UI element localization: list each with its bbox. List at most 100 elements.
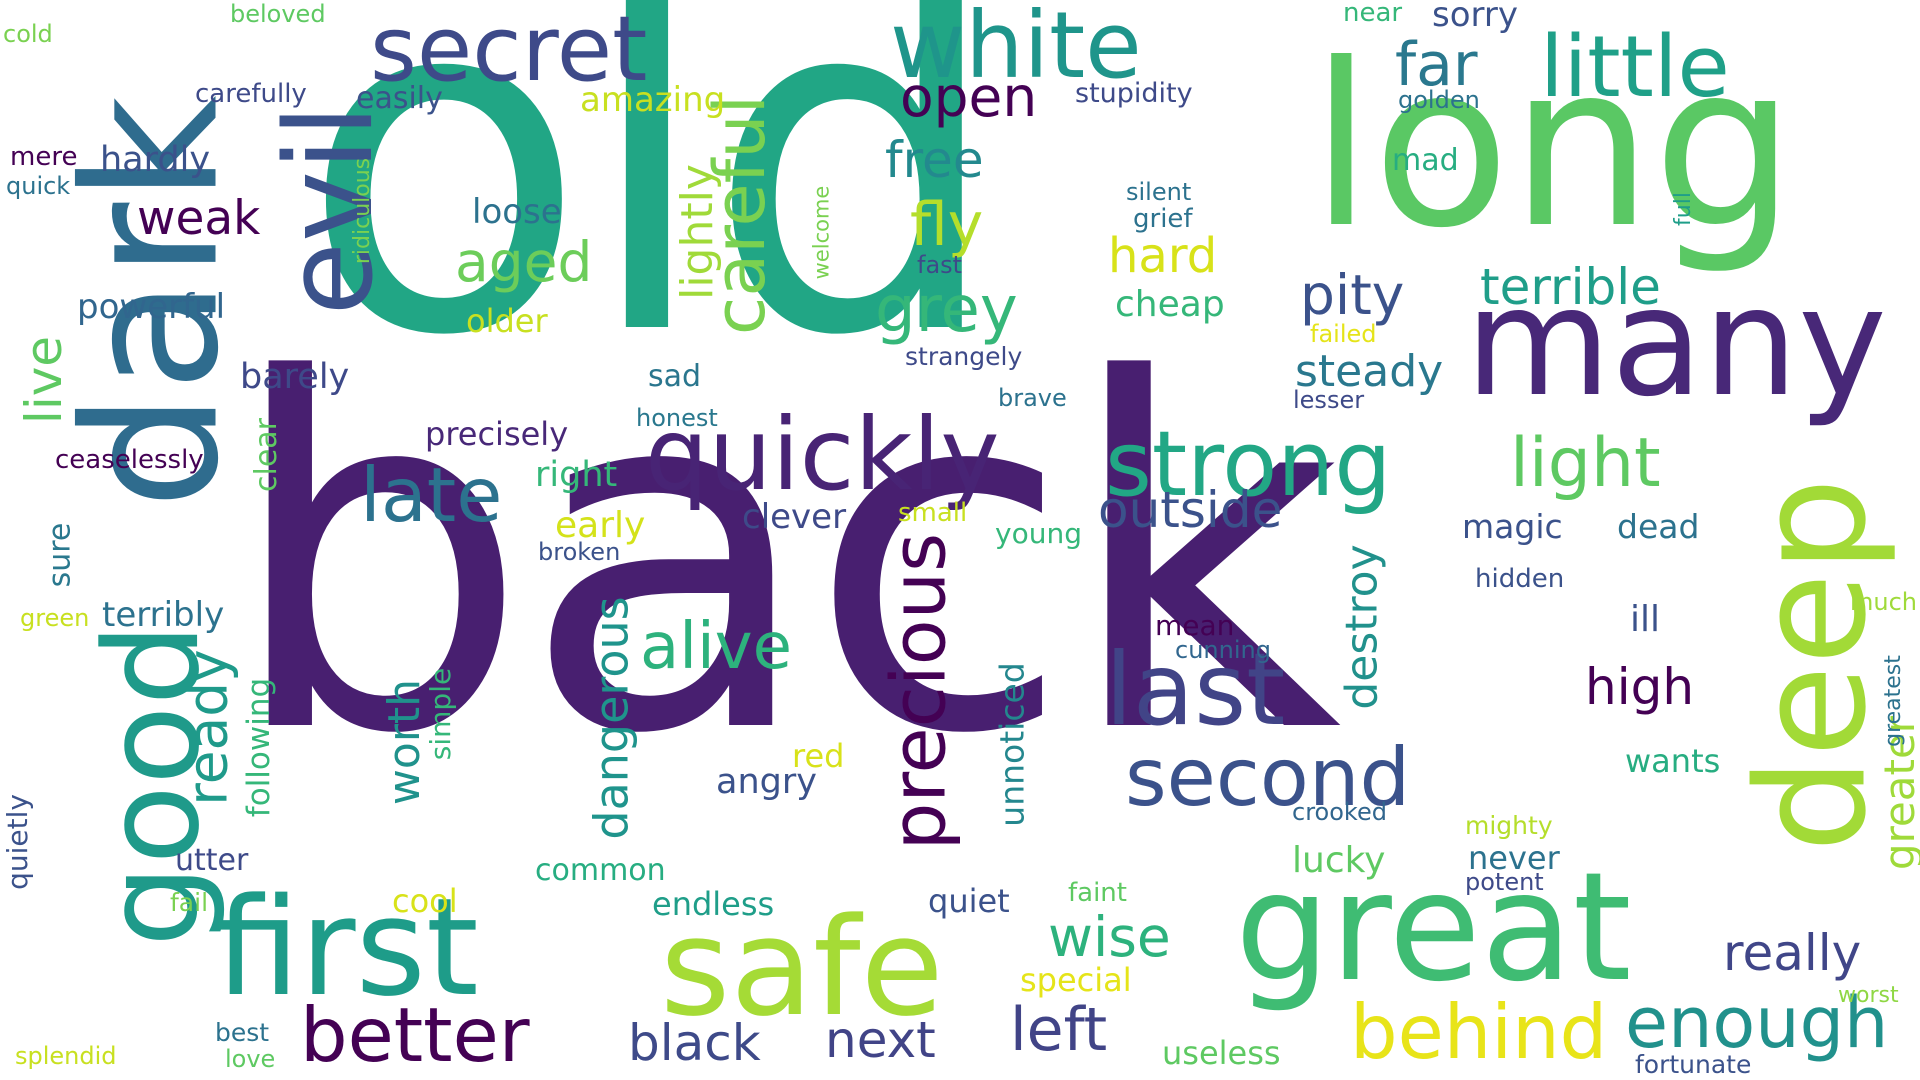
word-magic: magic <box>1462 507 1563 546</box>
word-grey: grey <box>875 273 1018 347</box>
word-barely: barely <box>240 357 350 397</box>
word-behind: behind <box>1350 988 1608 1076</box>
word-dangerous: dangerous <box>584 596 639 840</box>
word-quiet: quiet <box>928 882 1010 920</box>
word-precious: precious <box>874 532 963 851</box>
word-faint: faint <box>1068 878 1127 908</box>
word-late: late <box>360 451 503 539</box>
word-strong: strong <box>1105 412 1392 517</box>
word-really: really <box>1723 924 1862 982</box>
word-angry: angry <box>716 762 817 802</box>
word-mad: mad <box>1392 143 1459 178</box>
word-beloved: beloved <box>230 0 326 28</box>
word-welcome: welcome <box>809 185 834 280</box>
word-live: live <box>15 335 74 425</box>
word-lightly: lightly <box>671 164 723 300</box>
word-clear: clear <box>249 417 285 493</box>
word-outside: outside <box>1098 481 1283 539</box>
word-honest: honest <box>636 404 718 432</box>
word-safe: safe <box>660 889 944 1046</box>
word-simple: simple <box>424 667 458 761</box>
word-old: old <box>300 0 1004 438</box>
word-young: young <box>995 517 1082 550</box>
word-fail: fail <box>170 888 209 917</box>
word-stupidity: stupidity <box>1075 78 1193 109</box>
word-ready: ready <box>175 649 240 806</box>
word-wise: wise <box>1048 905 1171 969</box>
word-aged: aged <box>455 230 593 294</box>
word-steady: steady <box>1295 346 1444 397</box>
word-easily: easily <box>356 81 443 116</box>
word-crooked: crooked <box>1292 798 1387 826</box>
word-ceaselessly: ceaselessly <box>55 445 204 475</box>
word-far: far <box>1395 30 1478 100</box>
word-dead: dead <box>1617 507 1700 546</box>
word-sorry: sorry <box>1432 0 1518 35</box>
word-utter: utter <box>175 843 249 878</box>
word-love: love <box>225 1045 276 1073</box>
word-wants: wants <box>1625 742 1721 780</box>
word-enough: enough <box>1625 982 1889 1064</box>
word-near: near <box>1343 0 1403 28</box>
word-destroy: destroy <box>1336 544 1388 710</box>
word-green: green <box>20 604 90 632</box>
word-greatest: greatest <box>1880 655 1906 747</box>
word-full: full <box>1670 192 1696 226</box>
word-much: much <box>1850 588 1917 616</box>
word-cool: cool <box>392 882 458 920</box>
word-endless: endless <box>652 885 775 923</box>
word-sad: sad <box>648 359 702 394</box>
word-ill: ill <box>1630 599 1661 640</box>
word-cunning: cunning <box>1175 636 1271 664</box>
word-broken: broken <box>538 538 621 566</box>
word-terribly: terribly <box>102 595 225 635</box>
word-high: high <box>1585 658 1695 716</box>
word-white: white <box>890 0 1142 99</box>
word-deep: deep <box>1725 477 1900 853</box>
word-cheap: cheap <box>1115 284 1225 325</box>
word-unnoticed: unnoticed <box>992 662 1032 827</box>
word-quick: quick <box>6 172 71 200</box>
word-left: left <box>1010 995 1108 1065</box>
word-second: second <box>1125 731 1411 824</box>
word-hard: hard <box>1108 228 1218 284</box>
word-hardly: hardly <box>100 140 211 180</box>
word-many: many <box>1465 256 1887 430</box>
word-cold: cold <box>3 20 53 48</box>
word-secret: secret <box>370 0 648 102</box>
word-early: early <box>555 505 646 546</box>
word-common: common <box>535 853 666 888</box>
word-brave: brave <box>998 384 1067 412</box>
word-last: last <box>1105 631 1286 748</box>
word-powerful: powerful <box>77 287 226 327</box>
word-terrible: terrible <box>1480 258 1661 316</box>
word-better: better <box>300 991 530 1079</box>
word-red: red <box>792 737 845 775</box>
word-sure: sure <box>42 522 78 588</box>
word-clever: clever <box>742 497 847 537</box>
word-fast: fast <box>917 251 963 279</box>
word-free: free <box>885 131 984 189</box>
word-light: light <box>1510 424 1661 503</box>
word-weak: weak <box>137 191 261 246</box>
word-right: right <box>535 455 618 495</box>
word-fly: fly <box>910 190 984 260</box>
word-worth: worth <box>379 678 431 806</box>
word-useless: useless <box>1162 1034 1281 1072</box>
word-lucky: lucky <box>1292 840 1386 881</box>
word-little: little <box>1540 18 1730 117</box>
word-first: first <box>215 869 479 1026</box>
word-golden: golden <box>1398 86 1480 114</box>
word-loose: loose <box>472 192 562 232</box>
word-best: best <box>215 1018 270 1047</box>
word-splendid: splendid <box>15 1042 117 1070</box>
word-carefully: carefully <box>195 79 307 109</box>
word-never: never <box>1468 839 1560 877</box>
word-strangely: strangely <box>905 342 1023 371</box>
word-great: great <box>1235 841 1632 1015</box>
word-lesser: lesser <box>1293 386 1365 414</box>
word-pity: pity <box>1300 263 1405 327</box>
word-mighty: mighty <box>1465 811 1553 840</box>
word-small: small <box>898 498 968 528</box>
